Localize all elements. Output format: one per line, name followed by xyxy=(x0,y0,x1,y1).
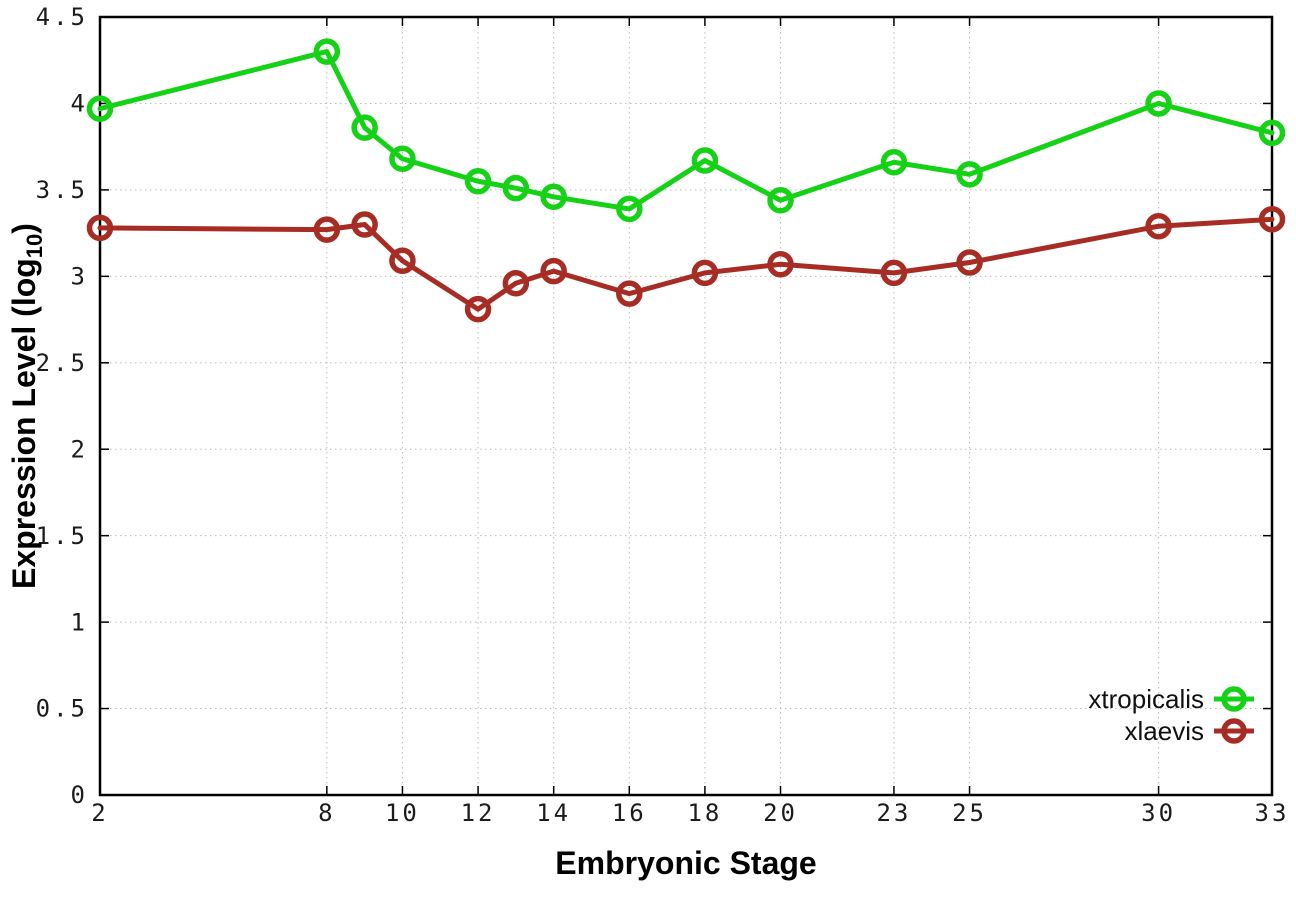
y-tick-label: 1.5 xyxy=(36,522,88,550)
x-tick-label: 12 xyxy=(461,799,496,827)
y-tick-label: 4 xyxy=(71,90,88,118)
legend-marker-xlaevis-icon xyxy=(1214,718,1254,744)
y-tick-label: 2 xyxy=(71,435,88,463)
y-axis-label-suffix: ) xyxy=(5,223,42,234)
data-point-marker-xtropicalis xyxy=(691,147,719,174)
legend-label-xtropicalis: xtropicalis xyxy=(1088,684,1204,714)
data-point-marker-xlaevis xyxy=(540,257,567,285)
x-tick-label: 14 xyxy=(536,799,571,827)
legend-marker-xtropicalis-icon xyxy=(1214,686,1254,712)
x-tick-label: 20 xyxy=(763,799,798,827)
data-point-marker-xlaevis xyxy=(956,249,983,276)
data-point-marker-xlaevis xyxy=(767,250,794,278)
data-point-marker-xlaevis xyxy=(313,216,341,243)
data-point-marker-xlaevis xyxy=(1258,206,1286,233)
data-point-marker-xlaevis xyxy=(86,214,114,242)
y-tick-label: 3.5 xyxy=(36,176,88,204)
series-line-xlaevis xyxy=(97,216,1275,312)
x-axis-label: Embryonic Stage xyxy=(555,845,817,881)
data-point-marker-xtropicalis xyxy=(351,114,378,141)
y-axis-label: Expression Level (log10) xyxy=(6,223,48,589)
data-point-marker-xlaevis xyxy=(880,259,908,287)
legend-label-xlaevis: xlaevis xyxy=(1124,716,1204,746)
y-tick-label: 3 xyxy=(71,262,88,290)
data-point-marker-xlaevis xyxy=(1145,212,1172,240)
data-point-marker-xtropicalis xyxy=(86,95,114,122)
legend: xtropicalis xlaevis xyxy=(1088,684,1256,746)
data-point-marker-xlaevis xyxy=(691,259,719,287)
y-axis-label-subscript: 10 xyxy=(22,233,48,259)
data-point-marker-xtropicalis xyxy=(767,187,794,214)
data-point-marker-xtropicalis xyxy=(502,174,530,202)
series-line-xtropicalis xyxy=(97,49,1275,212)
y-tick-label: 0 xyxy=(71,781,88,809)
x-tick-label: 33 xyxy=(1255,799,1290,827)
data-point-marker-xtropicalis xyxy=(616,195,643,223)
legend-item-xtropicalis: xtropicalis xyxy=(1088,684,1256,714)
data-point-marker-xtropicalis xyxy=(540,183,567,211)
data-point-marker-xtropicalis xyxy=(1145,90,1172,117)
data-point-marker-xtropicalis xyxy=(880,148,908,176)
y-tick-label: 4.5 xyxy=(36,3,88,31)
y-tick-label: 2.5 xyxy=(36,349,88,377)
y-tick-label: 0.5 xyxy=(36,695,88,723)
x-tick-label: 30 xyxy=(1141,799,1176,827)
data-point-marker-xlaevis xyxy=(616,280,643,307)
x-tick-label: 2 xyxy=(91,799,108,827)
legend-item-xlaevis: xlaevis xyxy=(1125,716,1256,746)
data-point-marker-xtropicalis xyxy=(464,167,492,195)
y-tick-label: 1 xyxy=(71,608,88,636)
data-point-marker-xtropicalis xyxy=(956,161,983,188)
data-point-marker-xlaevis xyxy=(351,211,378,238)
x-tick-label: 16 xyxy=(612,799,647,827)
data-point-marker-xlaevis xyxy=(464,295,492,323)
data-point-marker-xlaevis xyxy=(389,247,416,275)
legend-sample-marker xyxy=(1221,718,1247,744)
x-tick-label: 18 xyxy=(687,799,722,827)
data-point-marker-xtropicalis xyxy=(313,38,341,65)
data-point-marker-xtropicalis xyxy=(1258,119,1286,147)
plot-border xyxy=(98,15,1274,797)
x-tick-label: 8 xyxy=(318,799,335,827)
legend-sample-marker xyxy=(1221,686,1247,712)
x-tick-label: 23 xyxy=(876,799,911,827)
data-point-marker-xtropicalis xyxy=(389,145,416,173)
y-axis-label-text: Expression Level (log xyxy=(5,258,42,589)
x-tick-label: 10 xyxy=(385,799,420,827)
x-tick-label: 25 xyxy=(952,799,987,827)
data-point-marker-xlaevis xyxy=(502,269,530,297)
